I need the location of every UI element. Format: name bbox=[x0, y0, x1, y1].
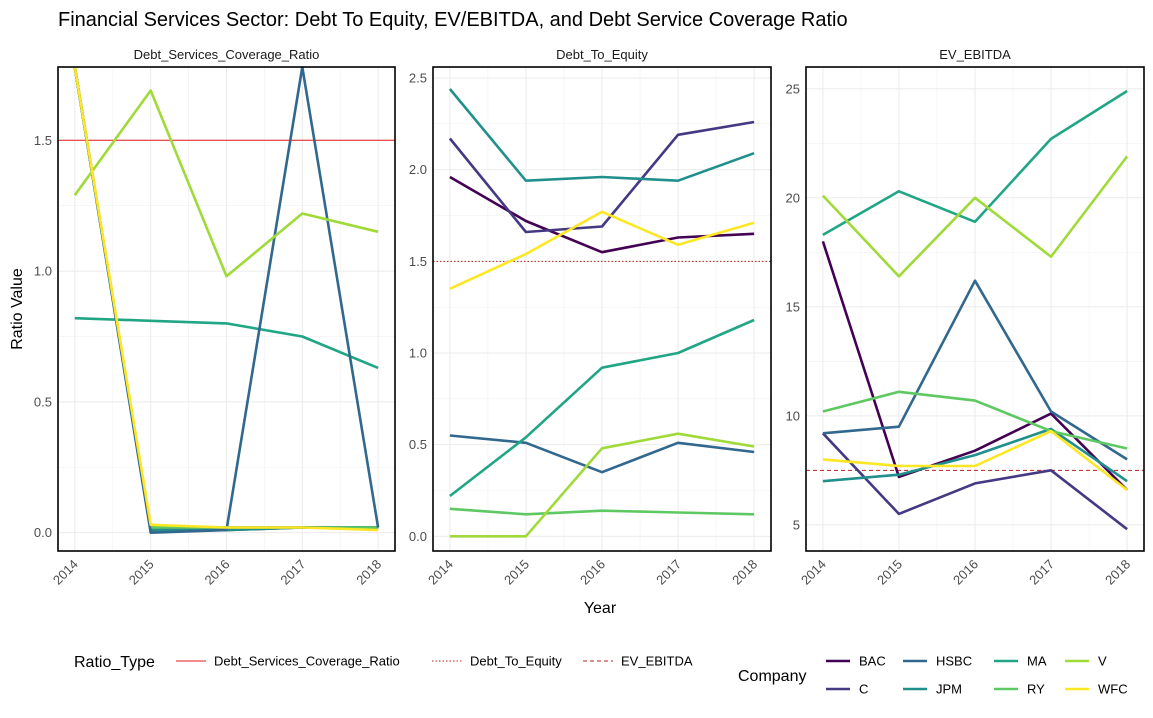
y-tick-label: 10 bbox=[786, 408, 800, 423]
panel-border bbox=[57, 66, 396, 552]
legend-label: JPM bbox=[936, 682, 962, 697]
plot-area bbox=[806, 89, 1144, 531]
y-tick-label: 1.5 bbox=[34, 133, 52, 148]
legend-label: C bbox=[859, 682, 868, 697]
series-line-C bbox=[448, 120, 755, 234]
series-line-WFC bbox=[73, 67, 379, 532]
legend-label: Debt_To_Equity bbox=[470, 654, 562, 669]
y-tick-label: 5 bbox=[793, 517, 800, 532]
series-line-V bbox=[821, 155, 1129, 278]
legend-label: BAC bbox=[859, 654, 886, 669]
panel-Debt_Services_Coverage_Ratio: Debt_Services_Coverage_Ratio 0.0 0.5 1.0 1.5… bbox=[34, 47, 396, 588]
legend-label: MA bbox=[1027, 654, 1047, 669]
y-tick-label: 0.5 bbox=[409, 437, 427, 452]
y-tick-label: 2.5 bbox=[409, 71, 427, 86]
series-line-RY bbox=[449, 507, 755, 516]
legend-label: WFC bbox=[1098, 682, 1128, 697]
chart-title: Financial Services Sector: Debt To Equit… bbox=[58, 9, 848, 31]
strip-label: Debt_Services_Coverage_Ratio bbox=[134, 47, 320, 62]
series-line-HSBC bbox=[822, 279, 1128, 461]
series-line-JPM bbox=[822, 427, 1128, 483]
legend-label: V bbox=[1098, 654, 1107, 669]
y-tick-label: 0.0 bbox=[34, 525, 52, 540]
panel-border bbox=[432, 66, 772, 552]
series-line-RY bbox=[822, 390, 1128, 450]
y-tick-label: 1.0 bbox=[409, 346, 427, 361]
y-tick-label: 2.0 bbox=[409, 162, 427, 177]
legend-label: Debt_Services_Coverage_Ratio bbox=[214, 654, 400, 669]
series-line-JPM bbox=[448, 88, 755, 182]
y-tick-label: 25 bbox=[786, 81, 800, 96]
series-line-MA bbox=[822, 89, 1128, 237]
x-axis-title: Year bbox=[584, 600, 617, 617]
series-line-HSBC bbox=[449, 434, 755, 474]
legend-title: Ratio_Type bbox=[74, 654, 155, 671]
plot-area bbox=[58, 67, 395, 535]
series-line-V bbox=[449, 432, 755, 538]
y-tick-label: 15 bbox=[786, 299, 800, 314]
y-axis-title: Ratio Value bbox=[9, 268, 26, 350]
series-line-WFC bbox=[449, 210, 755, 290]
y-tick-label: 1.5 bbox=[409, 254, 427, 269]
legend-company: Company BAC C HSBC JPM MA RY V WFC bbox=[738, 654, 1128, 697]
strip-label: Debt_To_Equity bbox=[556, 47, 648, 62]
facet-panels: Debt_Services_Coverage_Ratio 0.0 0.5 1.0 1.5… bbox=[34, 47, 1145, 588]
strip-label: EV_EBITDA bbox=[939, 47, 1011, 62]
series-line-WFC bbox=[822, 429, 1128, 492]
y-tick-label: 0.0 bbox=[409, 529, 427, 544]
y-tick-label: 0.5 bbox=[34, 394, 52, 409]
y-tick-label: 1.0 bbox=[34, 264, 52, 279]
legend-label: HSBC bbox=[936, 654, 972, 669]
y-tick-label: 20 bbox=[786, 190, 800, 205]
legend-label: EV_EBITDA bbox=[621, 654, 693, 669]
panel-border bbox=[805, 66, 1145, 552]
legend-title: Company bbox=[738, 668, 806, 685]
series-line-MA bbox=[74, 316, 379, 370]
plot-area bbox=[433, 88, 771, 538]
series-line-V bbox=[73, 89, 379, 278]
series-line-MA bbox=[449, 318, 755, 498]
legend-label: RY bbox=[1027, 682, 1045, 697]
series-line-C bbox=[821, 432, 1128, 531]
legend-ratio-type: Ratio_Type Debt_Services_Coverage_Ratio De… bbox=[74, 654, 693, 672]
